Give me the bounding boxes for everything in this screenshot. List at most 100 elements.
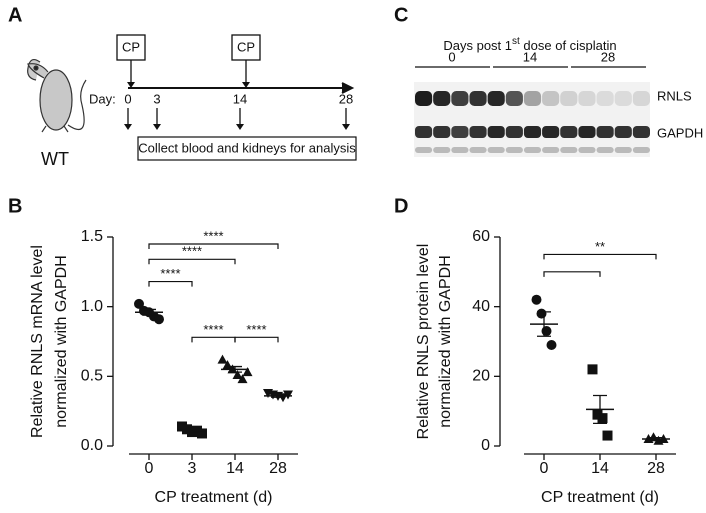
band	[451, 91, 469, 106]
point	[134, 298, 144, 309]
cp-label: CP	[237, 39, 255, 54]
sig-bracket	[148, 243, 279, 249]
band	[578, 147, 596, 153]
point	[541, 326, 552, 337]
y-axis-label: Relative RNLS mRNA level	[29, 245, 46, 438]
point	[197, 428, 207, 439]
sig-bracket	[234, 336, 279, 343]
band	[596, 147, 614, 153]
sig-label: ****	[246, 322, 266, 337]
band	[415, 147, 433, 153]
title-sup: st	[512, 36, 520, 47]
band	[523, 126, 542, 138]
title-part: Days post 1	[443, 38, 512, 53]
error-bar	[142, 308, 156, 316]
error-bar	[228, 365, 242, 373]
panel-letter: B	[8, 195, 22, 217]
blot-bands	[415, 91, 650, 153]
point	[154, 314, 164, 325]
y-tick-label: 0	[481, 437, 490, 454]
point	[587, 364, 598, 375]
point	[217, 354, 228, 364]
x-axis-label: CP treatment (d)	[541, 489, 659, 506]
band	[596, 91, 614, 106]
x-tick-label: 14	[226, 460, 244, 477]
error-bar	[185, 428, 199, 433]
band	[505, 147, 523, 153]
band	[433, 126, 451, 138]
point	[283, 390, 293, 400]
strain-label: WT	[41, 149, 69, 169]
band	[523, 91, 542, 106]
mouse-icon	[27, 58, 87, 133]
y-tick-label: 20	[472, 368, 490, 385]
y-tick-label: 40	[472, 298, 490, 315]
point	[242, 367, 253, 377]
band	[469, 126, 487, 138]
band	[451, 147, 469, 153]
sig-label: ****	[203, 322, 223, 337]
band	[560, 91, 578, 106]
group-label: 28	[601, 49, 615, 64]
band	[415, 126, 433, 138]
band	[632, 91, 650, 106]
band	[632, 147, 650, 153]
y-tick-label: 0.5	[81, 368, 103, 385]
sig-bracket	[543, 253, 657, 260]
group-label: 0	[448, 49, 455, 64]
band	[632, 126, 650, 138]
title-part: dose of cisplatin	[520, 38, 617, 53]
band	[614, 91, 632, 106]
blot-title: Days post 1st dose of cisplatin	[443, 36, 616, 54]
band	[433, 91, 451, 106]
sig-bracket	[148, 280, 193, 287]
y-tick-label: 0.0	[81, 437, 103, 454]
point	[531, 294, 542, 305]
row-label: RNLS	[657, 88, 692, 103]
sig-bracket	[543, 271, 601, 277]
band	[560, 147, 578, 153]
x-axis-label: CP treatment (d)	[155, 489, 273, 506]
day: 0	[124, 91, 131, 106]
x-tick-label: 14	[591, 460, 609, 477]
point	[546, 339, 557, 350]
sig-label: ****	[203, 228, 223, 243]
band	[542, 91, 560, 106]
band	[469, 147, 487, 153]
band	[415, 91, 433, 106]
y-axis-label: normalized with GAPDH	[437, 255, 454, 428]
x-tick-label: 0	[145, 460, 154, 477]
band	[487, 91, 505, 106]
sig-label: ****	[160, 266, 180, 281]
band	[505, 91, 523, 106]
point	[597, 413, 608, 424]
band	[505, 126, 523, 138]
x-tick-label: 28	[269, 460, 287, 477]
band	[487, 147, 505, 153]
error-bar	[537, 311, 551, 337]
point	[602, 430, 613, 441]
band	[523, 147, 542, 153]
band	[433, 147, 451, 153]
x-tick-label: 3	[188, 460, 197, 477]
band	[542, 147, 560, 153]
band	[614, 147, 632, 153]
group-label: 14	[523, 49, 537, 64]
point	[232, 369, 243, 379]
point	[237, 374, 248, 384]
day-label: Day:	[89, 91, 116, 106]
collect-note: Collect blood and kidneys for analysis	[138, 140, 356, 155]
panel-letter: A	[8, 4, 22, 26]
band	[578, 126, 596, 138]
x-tick-label: 0	[540, 460, 549, 477]
point	[536, 308, 547, 319]
panel-letter: C	[394, 4, 408, 26]
band	[469, 91, 487, 106]
panel-letter: D	[394, 195, 408, 217]
band	[560, 126, 578, 138]
y-tick-label: 60	[472, 228, 490, 245]
y-axis-label: Relative RNLS protein level	[415, 244, 432, 440]
sig-bracket	[191, 336, 236, 343]
error-bar	[649, 436, 663, 442]
